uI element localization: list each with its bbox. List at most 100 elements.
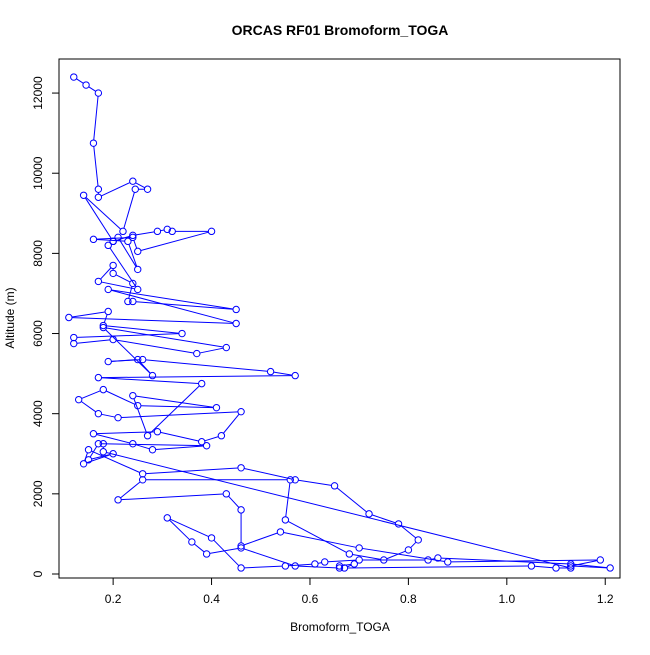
series-segment	[100, 267, 112, 280]
data-point	[606, 564, 614, 572]
data-point	[434, 554, 442, 562]
data-point	[74, 395, 83, 404]
data-point	[104, 285, 112, 294]
series-segment	[135, 444, 150, 450]
series-segment	[223, 413, 240, 434]
data-point	[202, 442, 211, 450]
data-point	[345, 550, 354, 558]
data-point	[148, 446, 157, 454]
series-segment	[128, 244, 138, 267]
series-segment	[72, 317, 233, 324]
series-segment	[573, 563, 608, 569]
series-segment	[81, 390, 101, 399]
data-point	[340, 564, 349, 572]
data-point	[94, 440, 103, 448]
data-point	[104, 357, 112, 366]
series-segment	[121, 493, 224, 501]
data-point	[232, 319, 240, 328]
series-segment	[273, 371, 293, 376]
data-point	[82, 81, 90, 89]
series-segment	[101, 443, 204, 447]
series-segment	[101, 375, 293, 379]
series-segment	[327, 559, 357, 563]
series-segment	[135, 182, 146, 189]
series-segment	[76, 333, 179, 338]
series-segment	[119, 239, 137, 267]
data-point	[163, 225, 171, 234]
series-segment	[194, 543, 205, 553]
series-segment	[160, 431, 199, 442]
x-tick-label: 0.2	[105, 592, 122, 606]
series-segment	[101, 413, 116, 418]
data-point	[163, 514, 171, 522]
data-point	[143, 185, 152, 193]
data-point	[394, 520, 403, 528]
data-point	[291, 476, 299, 484]
data-point	[104, 307, 112, 316]
data-point	[138, 476, 147, 484]
data-point	[596, 556, 605, 564]
data-point	[143, 432, 152, 440]
data-point	[65, 313, 73, 322]
data-point	[198, 438, 206, 446]
series-segment	[160, 229, 165, 232]
series-segment	[352, 554, 381, 560]
data-point	[94, 89, 103, 97]
series-segment	[213, 539, 240, 567]
data-point	[198, 379, 206, 388]
series-segment	[84, 197, 112, 239]
data-point	[131, 185, 139, 193]
series-segment	[111, 289, 234, 310]
data-point	[129, 391, 137, 400]
data-point	[222, 490, 231, 498]
series-segment	[133, 240, 138, 249]
data-point	[444, 558, 452, 566]
data-point	[207, 534, 216, 542]
data-point	[129, 440, 137, 448]
series-segment	[101, 182, 131, 197]
x-axis: 0.2 0.4 0.6 0.8 1.0 1.2	[105, 577, 614, 606]
series-segment	[96, 434, 130, 444]
y-axis-label: Altitude (m)	[3, 287, 17, 348]
data-point	[414, 536, 422, 544]
x-tick-label: 1.0	[498, 592, 515, 606]
data-point	[94, 409, 103, 418]
data-point	[124, 237, 132, 246]
data-point	[153, 428, 162, 436]
x-tick-label: 0.4	[203, 592, 220, 606]
series-segment	[91, 450, 140, 473]
data-point	[330, 482, 339, 490]
data-point	[94, 193, 103, 201]
data-point	[129, 231, 137, 240]
data-point	[350, 560, 358, 568]
series-segment	[431, 558, 435, 560]
data-point	[134, 265, 142, 274]
data-point	[104, 241, 112, 250]
data-point	[178, 329, 186, 338]
series-segment	[199, 347, 224, 354]
data-point	[217, 432, 226, 440]
data-point	[311, 560, 319, 568]
data-point	[168, 227, 176, 236]
series-segment	[140, 405, 214, 409]
series-segment	[116, 235, 130, 241]
data-point	[84, 456, 93, 464]
data-point	[355, 556, 363, 564]
data-point	[79, 460, 88, 468]
data-point	[232, 305, 240, 314]
data-point	[148, 371, 157, 380]
series-segment	[88, 86, 96, 92]
series-segment	[534, 565, 553, 569]
data-point	[114, 233, 122, 242]
series-segment	[244, 565, 283, 569]
series-segment	[101, 377, 199, 384]
data-point	[276, 528, 285, 536]
data-point	[527, 562, 536, 570]
y-tick-label: 6000	[31, 320, 45, 347]
series-segment	[298, 479, 332, 486]
series-segment	[410, 541, 417, 549]
series-segment	[120, 481, 141, 499]
series-segment	[133, 398, 147, 433]
